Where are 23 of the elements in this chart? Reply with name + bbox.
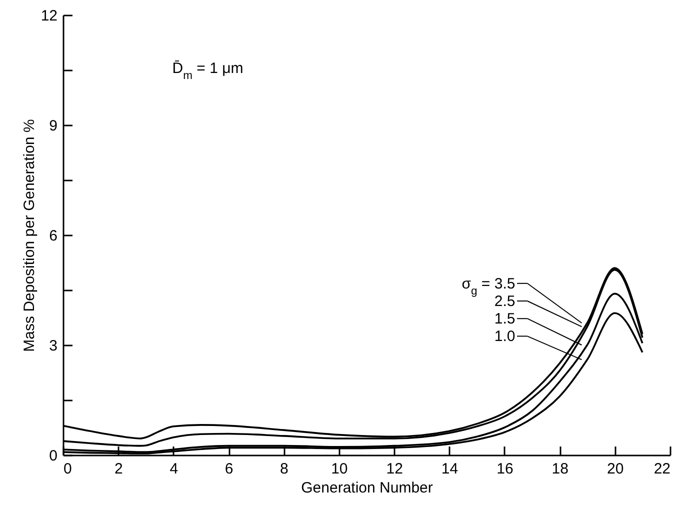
annotation: D̄$_{m}$ = 1 μm (172, 60, 244, 82)
y-tick-label: 12 (40, 8, 58, 24)
y-axis-title: Mass Deposition per Generation % (20, 119, 38, 352)
x-tick-label: 6 (224, 460, 234, 478)
y-tick-label: 9 (49, 118, 58, 134)
legend-label: 2.5 (494, 293, 516, 310)
legend-label: 1.0 (494, 328, 516, 346)
x-tick-label: 12 (386, 460, 403, 478)
x-axis-title: Generation Number (301, 480, 433, 496)
x-tick-label: 10 (331, 460, 348, 478)
x-tick-label: 2 (114, 460, 123, 478)
y-tick-label: 3 (49, 338, 58, 354)
x-tick-label: 16 (496, 460, 514, 478)
y-tick-label: 6 (49, 228, 58, 244)
legend-label: 1.5 (494, 310, 516, 328)
x-tick-label: 8 (280, 460, 288, 478)
x-tick-label: 18 (552, 460, 568, 478)
x-tick-label: 0 (64, 460, 72, 478)
x-tick-label: 14 (441, 460, 458, 478)
y-tick-label: 0 (49, 448, 58, 464)
x-tick-label: 4 (170, 460, 178, 478)
x-tick-label: 20 (606, 460, 624, 478)
x-tick-label: 22 (654, 460, 670, 478)
